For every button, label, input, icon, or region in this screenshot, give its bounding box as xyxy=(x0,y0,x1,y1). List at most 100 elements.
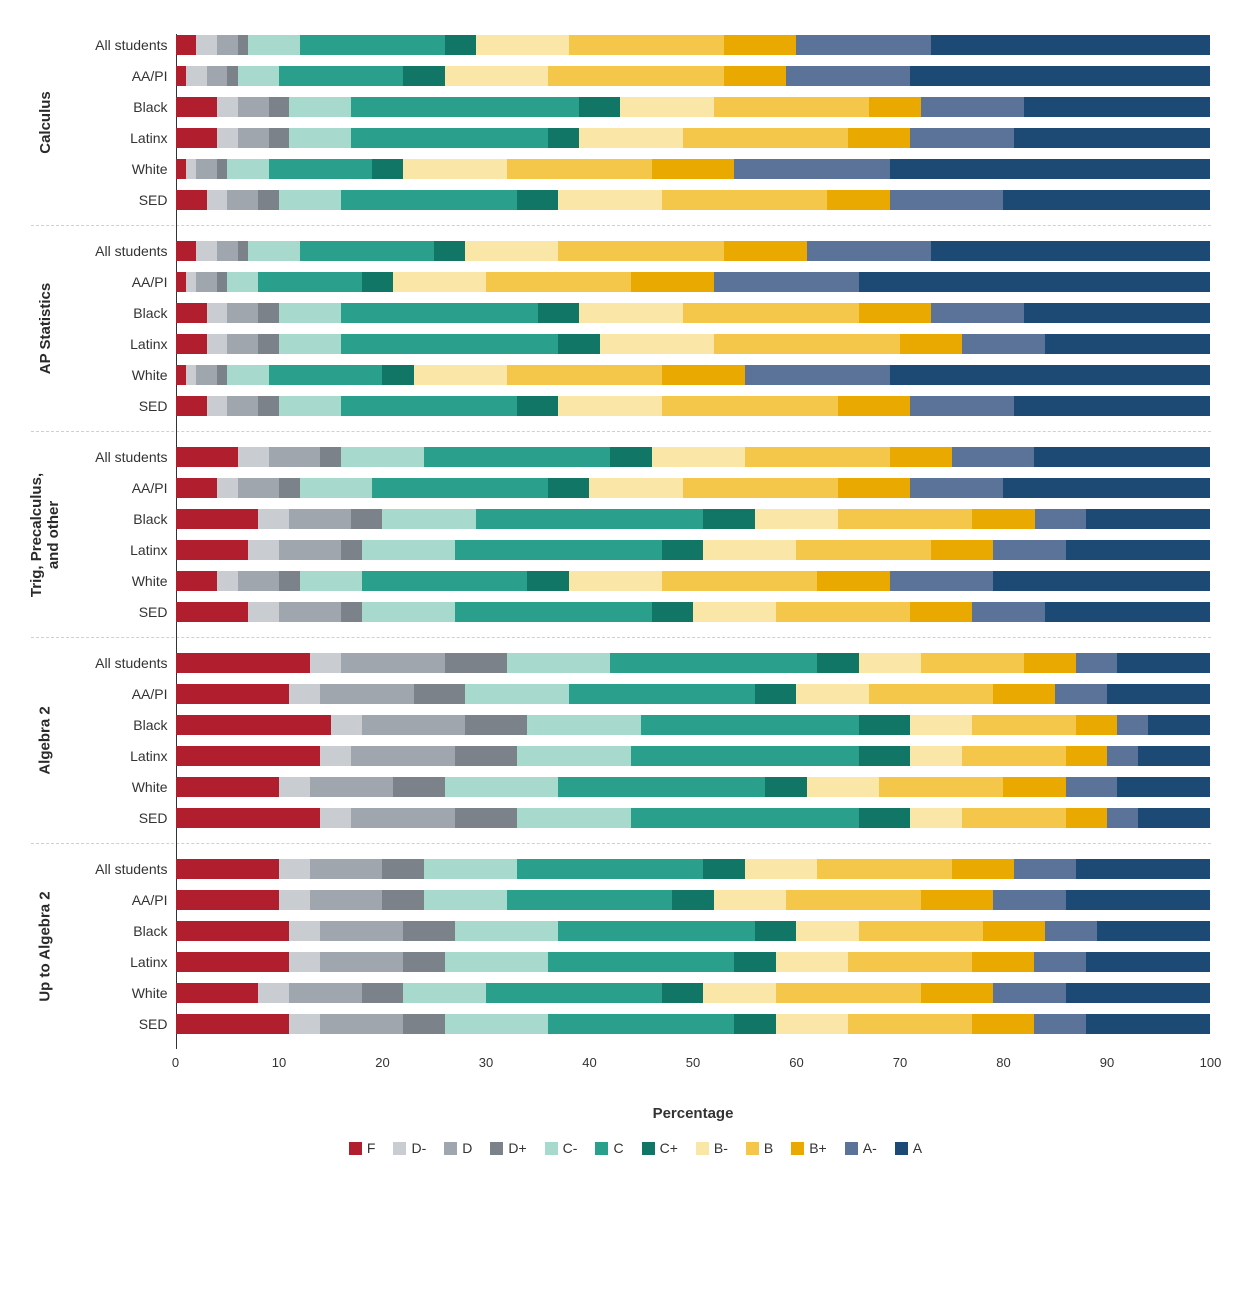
bar-segment-Aminus xyxy=(1117,715,1148,735)
bar-segment-A xyxy=(1034,447,1210,467)
bar-segment-Dminus xyxy=(289,1014,320,1034)
bar-segment-Cplus xyxy=(434,241,465,261)
bar-segment-Dminus xyxy=(217,97,238,117)
chart-row: Latinx xyxy=(61,951,1211,973)
chart-row: SED xyxy=(61,189,1211,211)
row-label: Latinx xyxy=(61,954,176,970)
bar-segment-C xyxy=(569,684,755,704)
bar-segment-Bplus xyxy=(1024,653,1076,673)
panel: AP StatisticsAll studentsAA/PIBlackLatin… xyxy=(31,226,1211,432)
bar-segment-Cplus xyxy=(734,952,775,972)
bar-segment-D xyxy=(279,602,341,622)
bar-segment-D xyxy=(320,1014,403,1034)
bar-segment-Cplus xyxy=(445,35,476,55)
bar-segment-Bminus xyxy=(589,478,682,498)
bar-segment-Cplus xyxy=(817,653,858,673)
bar-segment-Dminus xyxy=(196,241,217,261)
bar-segment-B xyxy=(962,808,1066,828)
bar-segment-Dminus xyxy=(248,540,279,560)
bar-segment-A xyxy=(1138,808,1210,828)
legend-item: C- xyxy=(545,1140,578,1156)
bar-segment-Cminus xyxy=(279,334,341,354)
bar-segment-Bminus xyxy=(558,396,662,416)
bar-segment-Cplus xyxy=(548,478,589,498)
bar-segment-Bminus xyxy=(776,952,848,972)
bar-segment-A xyxy=(931,241,1210,261)
bar-segment-B xyxy=(776,983,921,1003)
bar-segment-C xyxy=(341,190,517,210)
legend-item: F xyxy=(349,1140,376,1156)
bar-segment-Bminus xyxy=(558,190,662,210)
bar-segment-Bminus xyxy=(776,1014,848,1034)
panel: Up to Algebra 2All studentsAA/PIBlackLat… xyxy=(31,844,1211,1049)
bar-segment-Bplus xyxy=(724,241,807,261)
bar-segment-B xyxy=(683,128,849,148)
bar-track xyxy=(176,571,1211,591)
bar-segment-A xyxy=(1045,334,1211,354)
row-label: AA/PI xyxy=(61,274,176,290)
bar-segment-Aminus xyxy=(931,303,1024,323)
bar-segment-Cplus xyxy=(517,190,558,210)
bar-segment-Dplus xyxy=(465,715,527,735)
bar-segment-C xyxy=(372,478,548,498)
bar-segment-Dplus xyxy=(269,128,290,148)
x-tick: 40 xyxy=(582,1055,596,1070)
panel: CalculusAll studentsAA/PIBlackLatinxWhit… xyxy=(31,20,1211,226)
bar-segment-Dplus xyxy=(217,272,227,292)
bar-segment-Cplus xyxy=(372,159,403,179)
bar-track xyxy=(176,396,1211,416)
bar-segment-Dplus xyxy=(279,478,300,498)
bar-segment-B xyxy=(714,97,869,117)
bar-segment-D xyxy=(269,447,321,467)
panel-label: Calculus xyxy=(37,91,54,154)
bar-segment-D xyxy=(320,921,403,941)
bar-segment-Dminus xyxy=(186,159,196,179)
bar-segment-Bminus xyxy=(714,890,786,910)
bar-segment-Dplus xyxy=(455,746,517,766)
bar-segment-C xyxy=(455,602,652,622)
row-label: Latinx xyxy=(61,130,176,146)
bar-track xyxy=(176,952,1211,972)
bar-segment-Cplus xyxy=(672,890,713,910)
bar-segment-Cminus xyxy=(227,159,268,179)
chart-row: Black xyxy=(61,920,1211,942)
bar-segment-Bminus xyxy=(579,303,683,323)
bar-segment-Dminus xyxy=(217,571,238,591)
bar-segment-Dplus xyxy=(269,97,290,117)
bar-segment-Cminus xyxy=(279,303,341,323)
bar-segment-Aminus xyxy=(1066,777,1118,797)
bar-segment-Aminus xyxy=(1035,509,1087,529)
legend-label: B+ xyxy=(809,1140,827,1156)
bar-segment-Cminus xyxy=(341,447,424,467)
legend-swatch xyxy=(545,1142,558,1155)
bar-segment-Dminus xyxy=(248,602,279,622)
bar-segment-Dplus xyxy=(227,66,237,86)
bar-segment-Dplus xyxy=(341,540,362,560)
bar-segment-Cminus xyxy=(517,808,631,828)
bar-track xyxy=(176,128,1211,148)
bar-segment-A xyxy=(1014,128,1211,148)
bar-segment-Aminus xyxy=(910,396,1014,416)
bar-segment-Bminus xyxy=(796,921,858,941)
legend-item: A xyxy=(895,1140,922,1156)
bar-segment-D xyxy=(207,66,228,86)
bar-segment-B xyxy=(683,303,859,323)
bar-track xyxy=(176,777,1211,797)
bar-segment-C xyxy=(341,303,538,323)
bar-segment-B xyxy=(859,921,983,941)
bar-segment-Bplus xyxy=(972,509,1034,529)
bar-segment-A xyxy=(993,571,1210,591)
legend-label: D- xyxy=(411,1140,426,1156)
row-label: Black xyxy=(61,99,176,115)
bar-segment-Dminus xyxy=(258,509,289,529)
bar-segment-Bplus xyxy=(838,396,910,416)
bar-segment-Cminus xyxy=(424,890,507,910)
bar-segment-Cplus xyxy=(755,684,796,704)
legend-item: A- xyxy=(845,1140,877,1156)
bar-segment-Bplus xyxy=(910,602,972,622)
bar-segment-Aminus xyxy=(993,540,1065,560)
bar-segment-Bminus xyxy=(910,746,962,766)
bar-segment-D xyxy=(310,890,382,910)
bar-segment-Cminus xyxy=(238,66,279,86)
row-label: SED xyxy=(61,1016,176,1032)
